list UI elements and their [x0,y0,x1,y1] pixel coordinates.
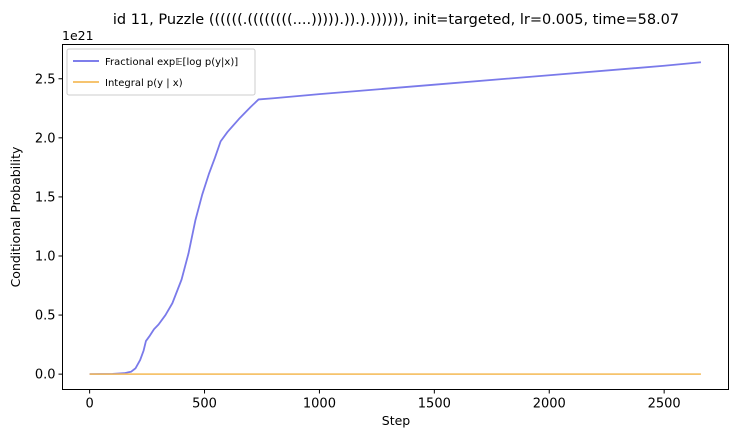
x-tick-label: 2500 [648,397,681,412]
legend-box [66,48,256,96]
x-tick-label: 0 [85,397,93,412]
y-offset-label: 1e21 [62,28,94,43]
x-axis-label: Step [382,413,411,428]
legend-label-integral: Integral p(y | x) [105,78,183,89]
y-axis-label: Conditional Probability [8,146,23,287]
y-tick-label: 1.0 [35,249,56,264]
y-tick-label: 2.0 [35,131,56,146]
legend: Fractional exp𝔼[log p(y|x)] Integral p(y… [66,48,256,96]
legend-label-fractional: Fractional exp𝔼[log p(y|x)] [105,57,238,68]
y-tick-label: 0.0 [35,368,56,383]
y-tick-label: 2.5 [35,72,56,87]
plot-area [62,44,729,390]
series-line-fractional [89,61,702,376]
plot-frame [62,44,729,390]
y-tick-label: 1.5 [35,190,56,205]
series-group [89,61,702,376]
x-tick-label: 2000 [533,397,566,412]
x-tick-label: 1500 [418,397,451,412]
chart-title: id 11, Puzzle ((((((.((((((((....))))).)… [113,12,679,28]
x-tick-label: 500 [192,397,217,412]
x-tick-label: 1000 [303,397,336,412]
y-tick-label: 0.5 [35,309,56,324]
x-axis: 0 500 1000 1500 2000 2500 [85,389,681,412]
y-axis: 0.0 0.5 1.0 1.5 2.0 2.5 [35,72,63,383]
